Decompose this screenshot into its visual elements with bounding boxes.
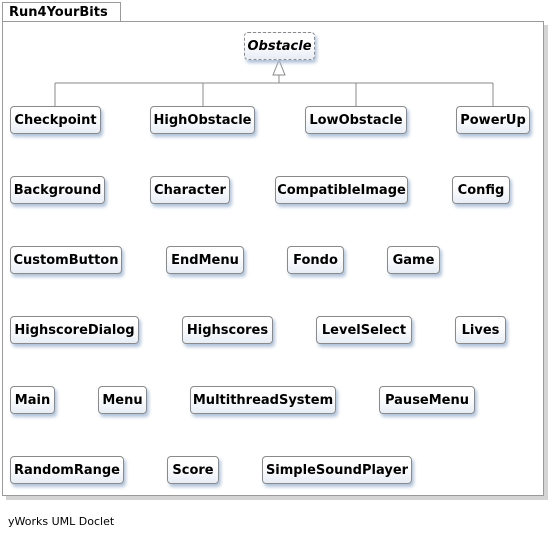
package-tab: Run4YourBits xyxy=(2,2,121,22)
class-score[interactable]: Score xyxy=(167,456,219,484)
generator-footnote: yWorks UML Doclet xyxy=(8,515,115,528)
class-character[interactable]: Character xyxy=(150,176,230,204)
class-highscores[interactable]: Highscores xyxy=(182,316,273,344)
class-simplesoundplayer[interactable]: SimpleSoundPlayer xyxy=(262,456,412,484)
class-highscoredialog[interactable]: HighscoreDialog xyxy=(10,316,139,344)
class-endmenu[interactable]: EndMenu xyxy=(166,246,244,274)
class-powerup[interactable]: PowerUp xyxy=(456,106,530,134)
class-obstacle[interactable]: Obstacle xyxy=(244,32,315,60)
class-randomrange[interactable]: RandomRange xyxy=(10,456,124,484)
package-title: Run4YourBits xyxy=(9,5,108,20)
class-background[interactable]: Background xyxy=(10,176,105,204)
class-lives[interactable]: Lives xyxy=(455,316,506,344)
class-game[interactable]: Game xyxy=(387,246,440,274)
class-multithreadsystem[interactable]: MultithreadSystem xyxy=(190,386,336,414)
class-checkpoint[interactable]: Checkpoint xyxy=(10,106,101,134)
class-config[interactable]: Config xyxy=(452,176,510,204)
class-lowobstacle[interactable]: LowObstacle xyxy=(305,106,407,134)
class-levelselect[interactable]: LevelSelect xyxy=(316,316,412,344)
class-custombutton[interactable]: CustomButton xyxy=(10,246,122,274)
class-fondo[interactable]: Fondo xyxy=(287,246,344,274)
class-menu[interactable]: Menu xyxy=(98,386,147,414)
generalization-arrowhead xyxy=(272,58,286,76)
class-highobstacle[interactable]: HighObstacle xyxy=(150,106,255,134)
class-compatibleimage[interactable]: CompatibleImage xyxy=(275,176,408,204)
class-pausemenu[interactable]: PauseMenu xyxy=(379,386,475,414)
class-main[interactable]: Main xyxy=(10,386,55,414)
